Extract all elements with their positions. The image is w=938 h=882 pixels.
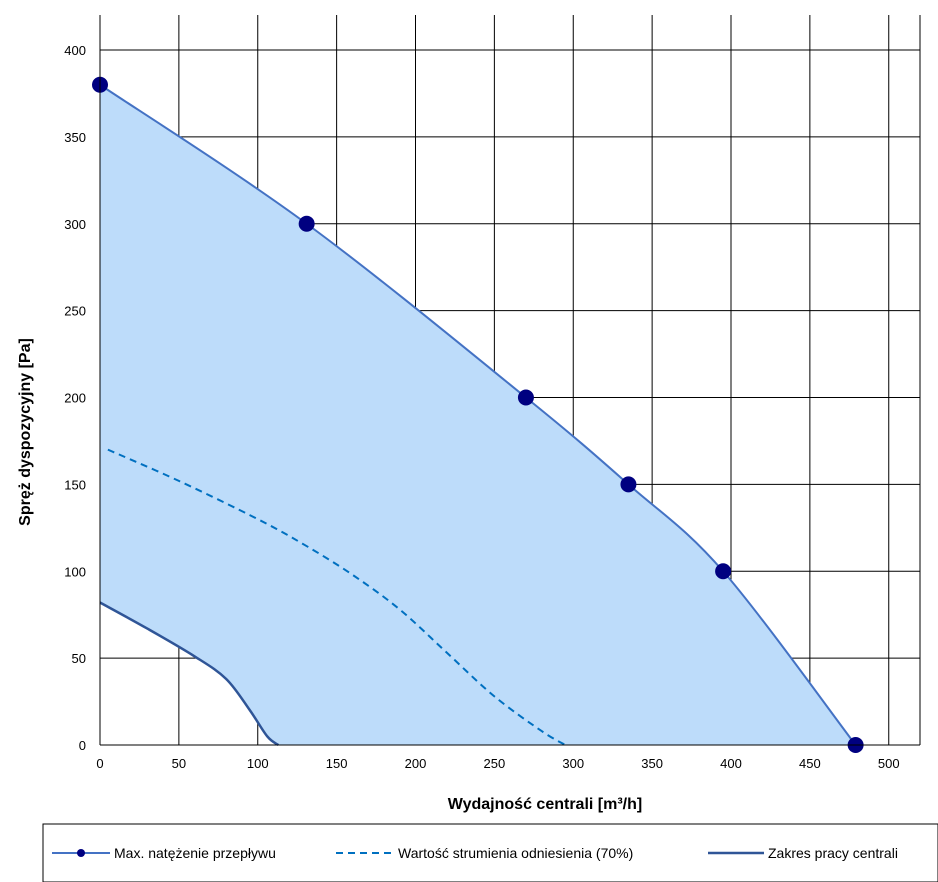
x-tick-label: 400	[720, 756, 742, 771]
data-point	[715, 563, 732, 580]
legend-marker-max-przeplyw	[77, 849, 85, 857]
data-point	[298, 215, 315, 232]
y-tick-label: 400	[64, 43, 86, 58]
legend-label-zakres-pracy: Zakres pracy centrali	[768, 845, 898, 861]
y-tick-label: 200	[64, 391, 86, 406]
x-tick-label: 200	[405, 756, 427, 771]
axes	[99, 15, 920, 746]
legend-label-max-przeplyw: Max. natężenie przepływu	[114, 845, 276, 861]
x-tick-label: 500	[878, 756, 900, 771]
x-tick-label: 0	[96, 756, 103, 771]
data-point	[517, 389, 534, 406]
legend-label-wartosc-odniesienia: Wartość strumienia odniesienia (70%)	[398, 845, 633, 861]
series-layer	[92, 76, 864, 753]
y-tick-label: 350	[64, 130, 86, 145]
y-tick-label: 150	[64, 477, 86, 492]
y-tick-labels: 0 50 100 150 200 250 300 350 400	[64, 43, 86, 753]
operating-area-fill	[100, 84, 856, 745]
legend-box	[42, 823, 938, 882]
y-axis-title: Spręż dyspozycyjny [Pa]	[17, 338, 34, 526]
series-line-wartosc-odniesienia	[107, 448, 566, 746]
x-tick-label: 150	[326, 756, 348, 771]
y-tick-label: 50	[72, 651, 86, 666]
y-tick-label: 100	[64, 564, 86, 579]
x-tick-label: 450	[799, 756, 821, 771]
data-point	[620, 476, 637, 493]
x-tick-labels: 0 50 100 150 200 250 300 350 400 450 500	[96, 756, 899, 771]
y-tick-label: 300	[64, 217, 86, 232]
series-line-zakres-pracy	[99, 601, 280, 747]
x-tick-label: 300	[562, 756, 584, 771]
x-tick-label: 100	[247, 756, 269, 771]
series-line-max-przeplyw	[99, 83, 857, 746]
x-tick-label: 250	[484, 756, 506, 771]
y-tick-label: 250	[64, 304, 86, 319]
y-tick-label: 0	[79, 738, 86, 753]
x-tick-label: 350	[641, 756, 663, 771]
legend: Max. natężenie przepływu Wartość strumien…	[42, 823, 938, 882]
x-tick-label: 50	[172, 756, 186, 771]
x-axis-title: Wydajność centrali [m³/h]	[448, 796, 642, 813]
